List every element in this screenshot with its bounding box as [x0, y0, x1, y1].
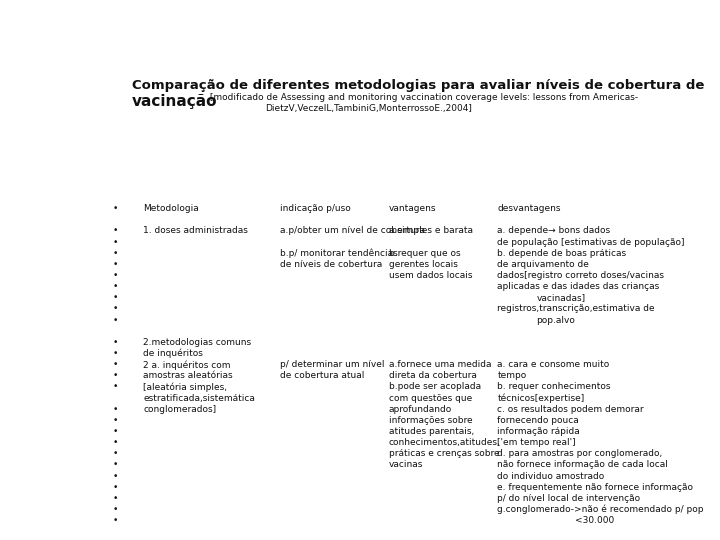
- Text: usem dados locais: usem dados locais: [389, 271, 472, 280]
- Text: •: •: [112, 382, 117, 392]
- Text: ['em tempo real']: ['em tempo real']: [498, 438, 576, 447]
- Text: •: •: [112, 271, 117, 280]
- Text: tempo: tempo: [498, 371, 526, 380]
- Text: a.simples e barata: a.simples e barata: [389, 226, 472, 235]
- Text: •: •: [112, 471, 117, 481]
- Text: •: •: [112, 461, 117, 469]
- Text: conhecimentos,atitudes,: conhecimentos,atitudes,: [389, 438, 500, 447]
- Text: a.fornece uma medida: a.fornece uma medida: [389, 360, 491, 369]
- Text: não fornece informação de cada local: não fornece informação de cada local: [498, 461, 668, 469]
- Text: Metodologia: Metodologia: [143, 204, 199, 213]
- Text: •: •: [112, 449, 117, 458]
- Text: •: •: [112, 360, 117, 369]
- Text: vacinadas]: vacinadas]: [536, 293, 585, 302]
- Text: •: •: [112, 516, 117, 525]
- Text: práticas e crenças sobre: práticas e crenças sobre: [389, 449, 499, 458]
- Text: •: •: [112, 293, 117, 302]
- Text: de população [estimativas de população]: de população [estimativas de população]: [498, 238, 685, 247]
- Text: indicação p/uso: indicação p/uso: [280, 204, 351, 213]
- Text: [aleatória simples,: [aleatória simples,: [143, 382, 227, 392]
- Text: informação rápida: informação rápida: [498, 427, 580, 436]
- Text: •: •: [112, 204, 117, 213]
- Text: direta da cobertura: direta da cobertura: [389, 371, 477, 380]
- Text: com questões que: com questões que: [389, 394, 472, 402]
- Text: pop.alvo: pop.alvo: [536, 315, 575, 325]
- Text: técnicos[expertise]: técnicos[expertise]: [498, 394, 585, 403]
- Text: b.pode ser acoplada: b.pode ser acoplada: [389, 382, 481, 392]
- Text: b. requer conhecimentos: b. requer conhecimentos: [498, 382, 611, 392]
- Text: dados[registro correto doses/vacinas: dados[registro correto doses/vacinas: [498, 271, 665, 280]
- Text: e. frequentemente não fornece informação: e. frequentemente não fornece informação: [498, 483, 693, 492]
- Text: atitudes parentais,: atitudes parentais,: [389, 427, 474, 436]
- Text: g.conglomerado->não é recomendado p/ pop: g.conglomerado->não é recomendado p/ pop: [498, 505, 704, 515]
- Text: c. os resultados podem demorar: c. os resultados podem demorar: [498, 404, 644, 414]
- Text: •: •: [112, 438, 117, 447]
- Text: •: •: [112, 305, 117, 313]
- Text: a. cara e consome muito: a. cara e consome muito: [498, 360, 610, 369]
- Text: •: •: [112, 416, 117, 425]
- Text: •: •: [112, 494, 117, 503]
- Text: 1. doses administradas: 1. doses administradas: [143, 226, 248, 235]
- Text: de cobertura atual: de cobertura atual: [280, 371, 364, 380]
- Text: b.p/ monitorar tendências: b.p/ monitorar tendências: [280, 248, 397, 258]
- Text: •: •: [112, 349, 117, 358]
- Text: •: •: [112, 248, 117, 258]
- Text: [modificado de Assessing and monitoring vaccination coverage levels: lessons fro: [modificado de Assessing and monitoring …: [207, 93, 639, 102]
- Text: •: •: [112, 226, 117, 235]
- Text: b.requer que os: b.requer que os: [389, 248, 460, 258]
- Text: de arquivamento de: de arquivamento de: [498, 260, 589, 269]
- Text: conglomerados]: conglomerados]: [143, 404, 216, 414]
- Text: amostras aleatórias: amostras aleatórias: [143, 371, 233, 380]
- Text: p/ determinar um nível: p/ determinar um nível: [280, 360, 384, 369]
- Text: •: •: [112, 427, 117, 436]
- Text: registros,transcrição,estimativa de: registros,transcrição,estimativa de: [498, 305, 655, 313]
- Text: •: •: [112, 315, 117, 325]
- Text: •: •: [112, 505, 117, 514]
- Text: 2.metodologias comuns: 2.metodologias comuns: [143, 338, 251, 347]
- Text: aplicadas e das idades das crianças: aplicadas e das idades das crianças: [498, 282, 660, 291]
- Text: do individuo amostrado: do individuo amostrado: [498, 471, 605, 481]
- Text: aprofundando: aprofundando: [389, 404, 451, 414]
- Text: b. depende de boas práticas: b. depende de boas práticas: [498, 248, 626, 258]
- Text: fornecendo pouca: fornecendo pouca: [498, 416, 579, 425]
- Text: •: •: [112, 371, 117, 380]
- Text: <30.000: <30.000: [575, 516, 615, 525]
- Text: •: •: [112, 483, 117, 492]
- Text: •: •: [112, 260, 117, 269]
- Text: Comparação de diferentes metodologias para avaliar níveis de cobertura de: Comparação de diferentes metodologias pa…: [132, 79, 704, 92]
- Text: 2 a. inquéritos com: 2 a. inquéritos com: [143, 360, 230, 369]
- Text: vacinação: vacinação: [132, 94, 217, 109]
- Text: d. para amostras por conglomerado,: d. para amostras por conglomerado,: [498, 449, 662, 458]
- Text: DietzV,VeczeIL,TambiniG,MonterrossoE.,2004]: DietzV,VeczeIL,TambiniG,MonterrossoE.,20…: [266, 104, 472, 113]
- Text: a.p/obter um nível de cobertura: a.p/obter um nível de cobertura: [280, 226, 425, 235]
- Text: de inquéritos: de inquéritos: [143, 349, 203, 359]
- Text: •: •: [112, 338, 117, 347]
- Text: •: •: [112, 282, 117, 291]
- Text: •: •: [112, 238, 117, 247]
- Text: vantagens: vantagens: [389, 204, 436, 213]
- Text: vacinas: vacinas: [389, 461, 423, 469]
- Text: •: •: [112, 404, 117, 414]
- Text: informações sobre: informações sobre: [389, 416, 472, 425]
- Text: a. depende→ bons dados: a. depende→ bons dados: [498, 226, 611, 235]
- Text: desvantagens: desvantagens: [498, 204, 561, 213]
- Text: p/ do nível local de intervenção: p/ do nível local de intervenção: [498, 494, 641, 503]
- Text: estratificada,sistemática: estratificada,sistemática: [143, 394, 255, 402]
- Text: gerentes locais: gerentes locais: [389, 260, 457, 269]
- Text: de níveis de cobertura: de níveis de cobertura: [280, 260, 382, 269]
